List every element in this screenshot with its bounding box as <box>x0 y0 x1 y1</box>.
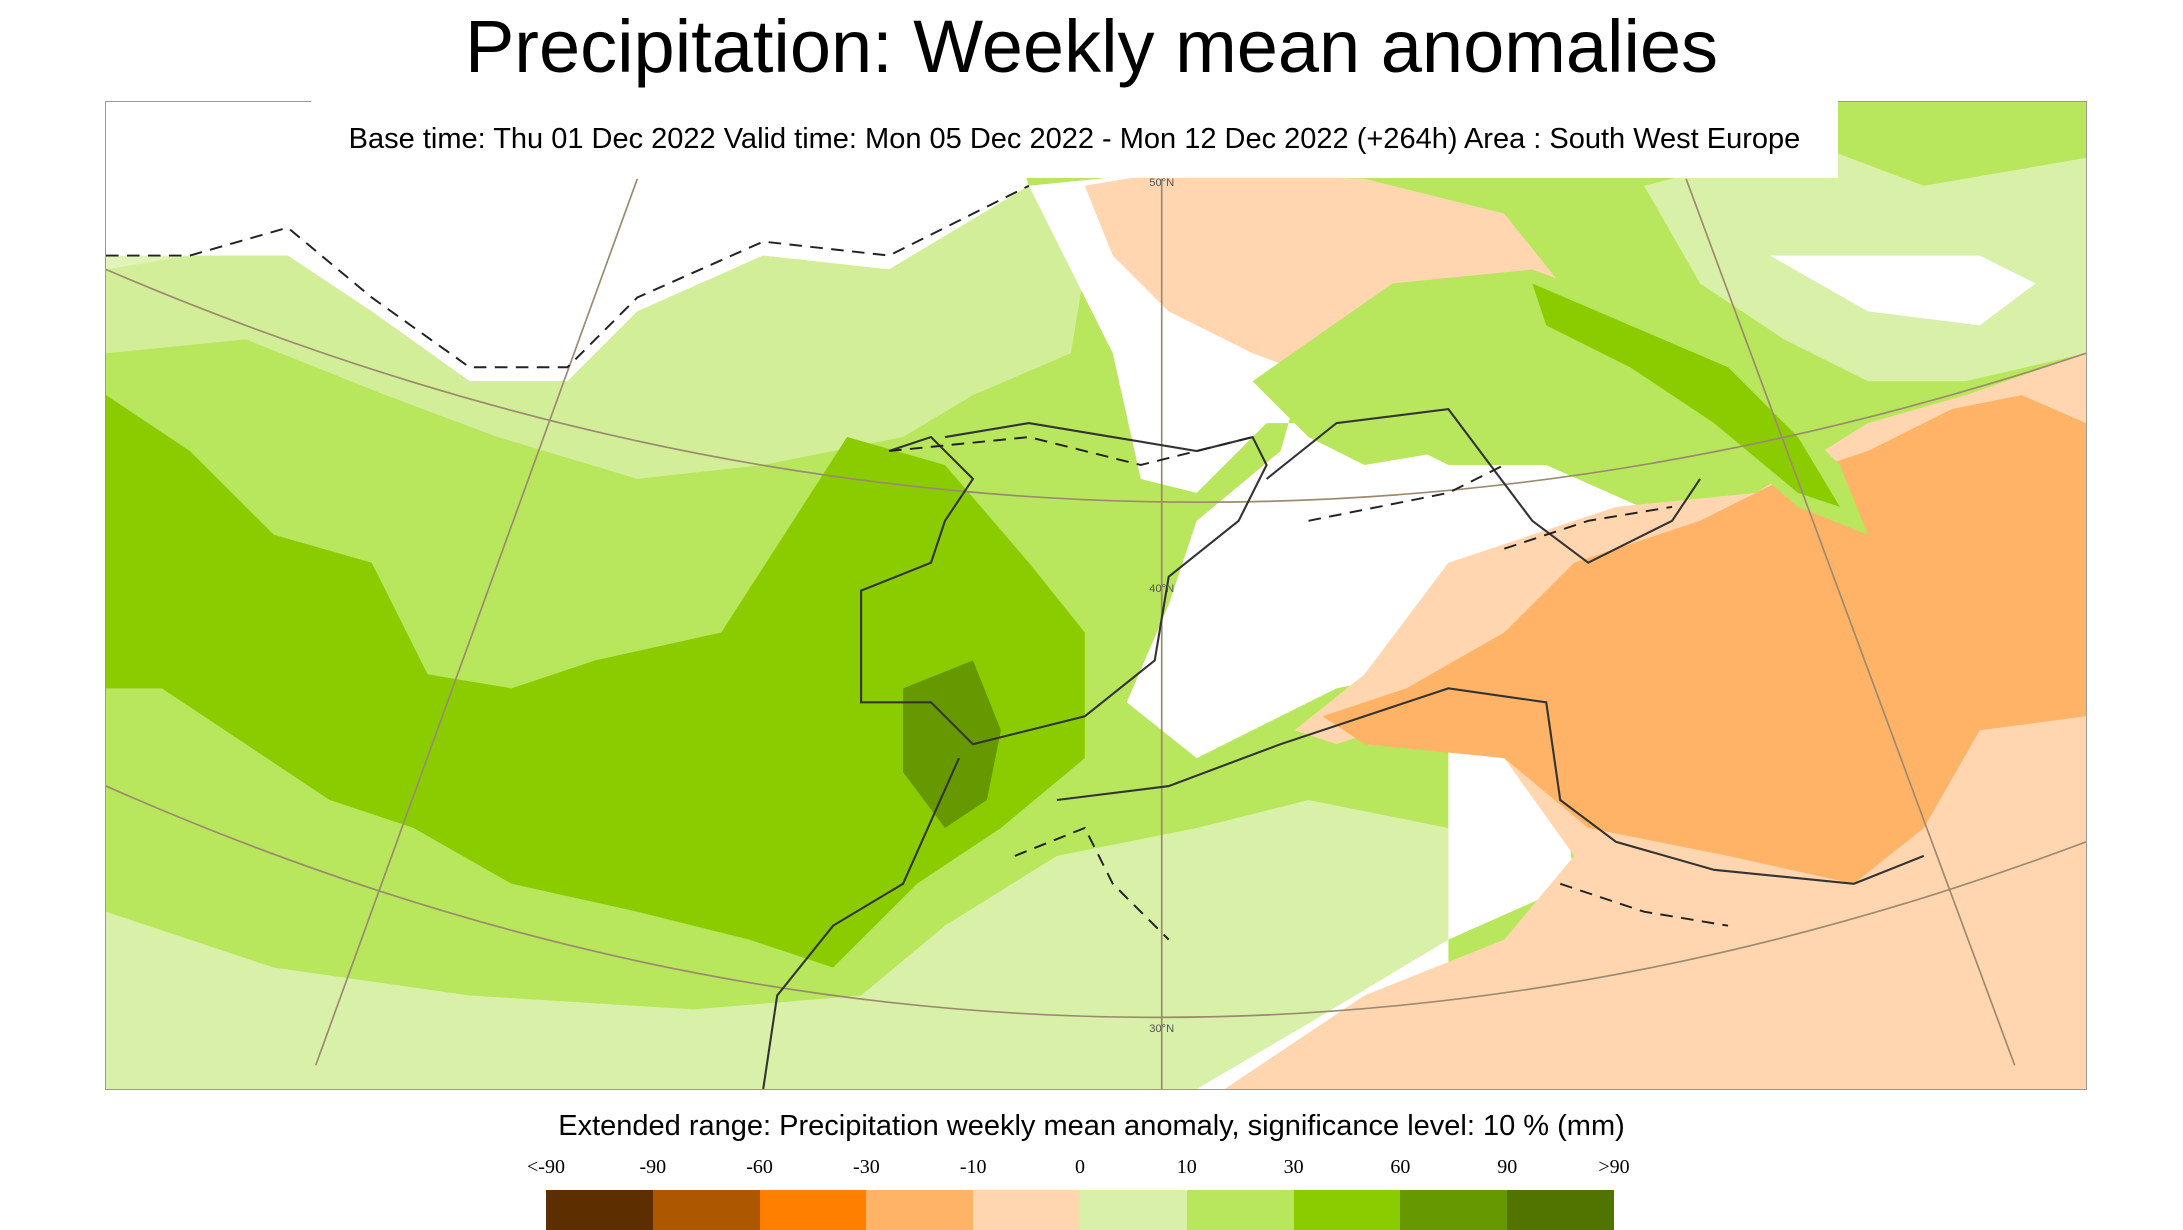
legend-color-bar <box>546 1190 1614 1230</box>
page-title: Precipitation: Weekly mean anomalies <box>464 5 1719 88</box>
graticule-label-30n: 30°N <box>1149 1023 1174 1035</box>
legend-swatch <box>1507 1190 1614 1230</box>
legend-tick: 30 <box>1283 1156 1304 1178</box>
legend-tick: 10 <box>1176 1156 1197 1178</box>
legend-swatch <box>1079 1190 1187 1230</box>
legend-swatch <box>1186 1190 1294 1230</box>
legend-tick: >90 <box>1598 1156 1630 1178</box>
legend-swatch <box>652 1190 760 1230</box>
legend-swatch <box>973 1190 1080 1230</box>
legend-tick: -30 <box>853 1156 880 1178</box>
legend-tick: -60 <box>746 1156 773 1178</box>
legend-title: Extended range: Precipitation weekly mea… <box>558 1110 1625 1142</box>
legend-tick: -90 <box>639 1156 667 1178</box>
legend-tick: -10 <box>959 1156 987 1178</box>
legend-tick: 90 <box>1497 1156 1518 1178</box>
legend-swatch <box>759 1190 867 1230</box>
legend-tick: 0 <box>1075 1156 1085 1178</box>
legend-tick: 60 <box>1390 1156 1411 1178</box>
legend-swatch <box>546 1190 653 1230</box>
legend-tick: <-90 <box>527 1156 565 1178</box>
anomaly-map: 50°N 40°N 30°N <box>105 101 2087 1090</box>
legend-ticks: <-90 -90 -60 -30 -10 0 10 30 60 90 >90 <box>527 1156 1630 1182</box>
legend-swatch <box>866 1190 974 1230</box>
legend-swatch <box>1293 1190 1401 1230</box>
graticule-label-40n: 40°N <box>1149 583 1174 595</box>
legend-swatch <box>1400 1190 1508 1230</box>
graticule-label-50n: 50°N <box>1149 177 1174 189</box>
map-subtitle: Base time: Thu 01 Dec 2022 Valid time: M… <box>311 101 1838 178</box>
